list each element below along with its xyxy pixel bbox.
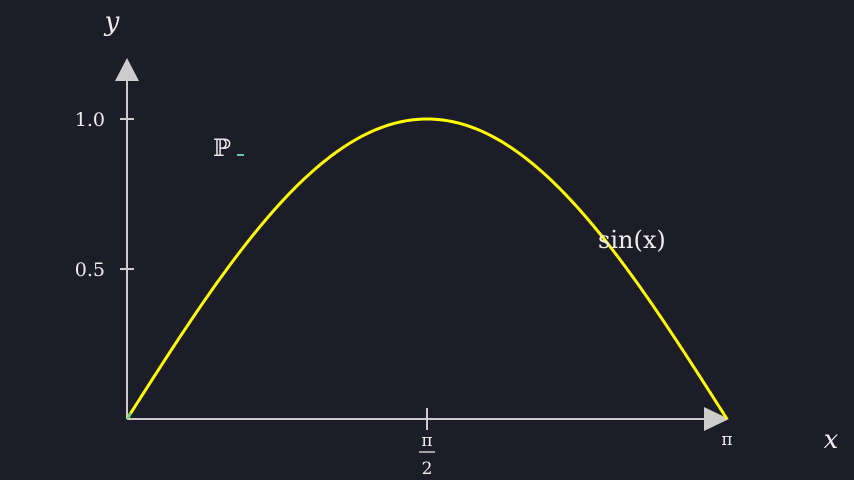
x-axis-arrowhead [704, 407, 729, 431]
ticks: 0.5 1.0 π 2 π [75, 109, 733, 479]
annotation-glyph: ℙ [213, 134, 231, 162]
y-tick-label: 1.0 [75, 109, 105, 131]
origin-marker [126, 412, 132, 420]
series-label: sin(x) [598, 226, 666, 254]
x-axis-label: x [824, 425, 839, 455]
x-tick-numerator: π [421, 431, 432, 451]
y-axis-label: y [104, 7, 120, 37]
series-layer [125, 117, 729, 420]
sine-curve [125, 117, 729, 420]
x-tick-label: π [721, 430, 732, 450]
y-axis-arrowhead [115, 58, 139, 81]
x-tick-denominator: 2 [422, 459, 433, 479]
axes [115, 58, 729, 431]
y-tick-label: 0.5 [75, 259, 105, 281]
